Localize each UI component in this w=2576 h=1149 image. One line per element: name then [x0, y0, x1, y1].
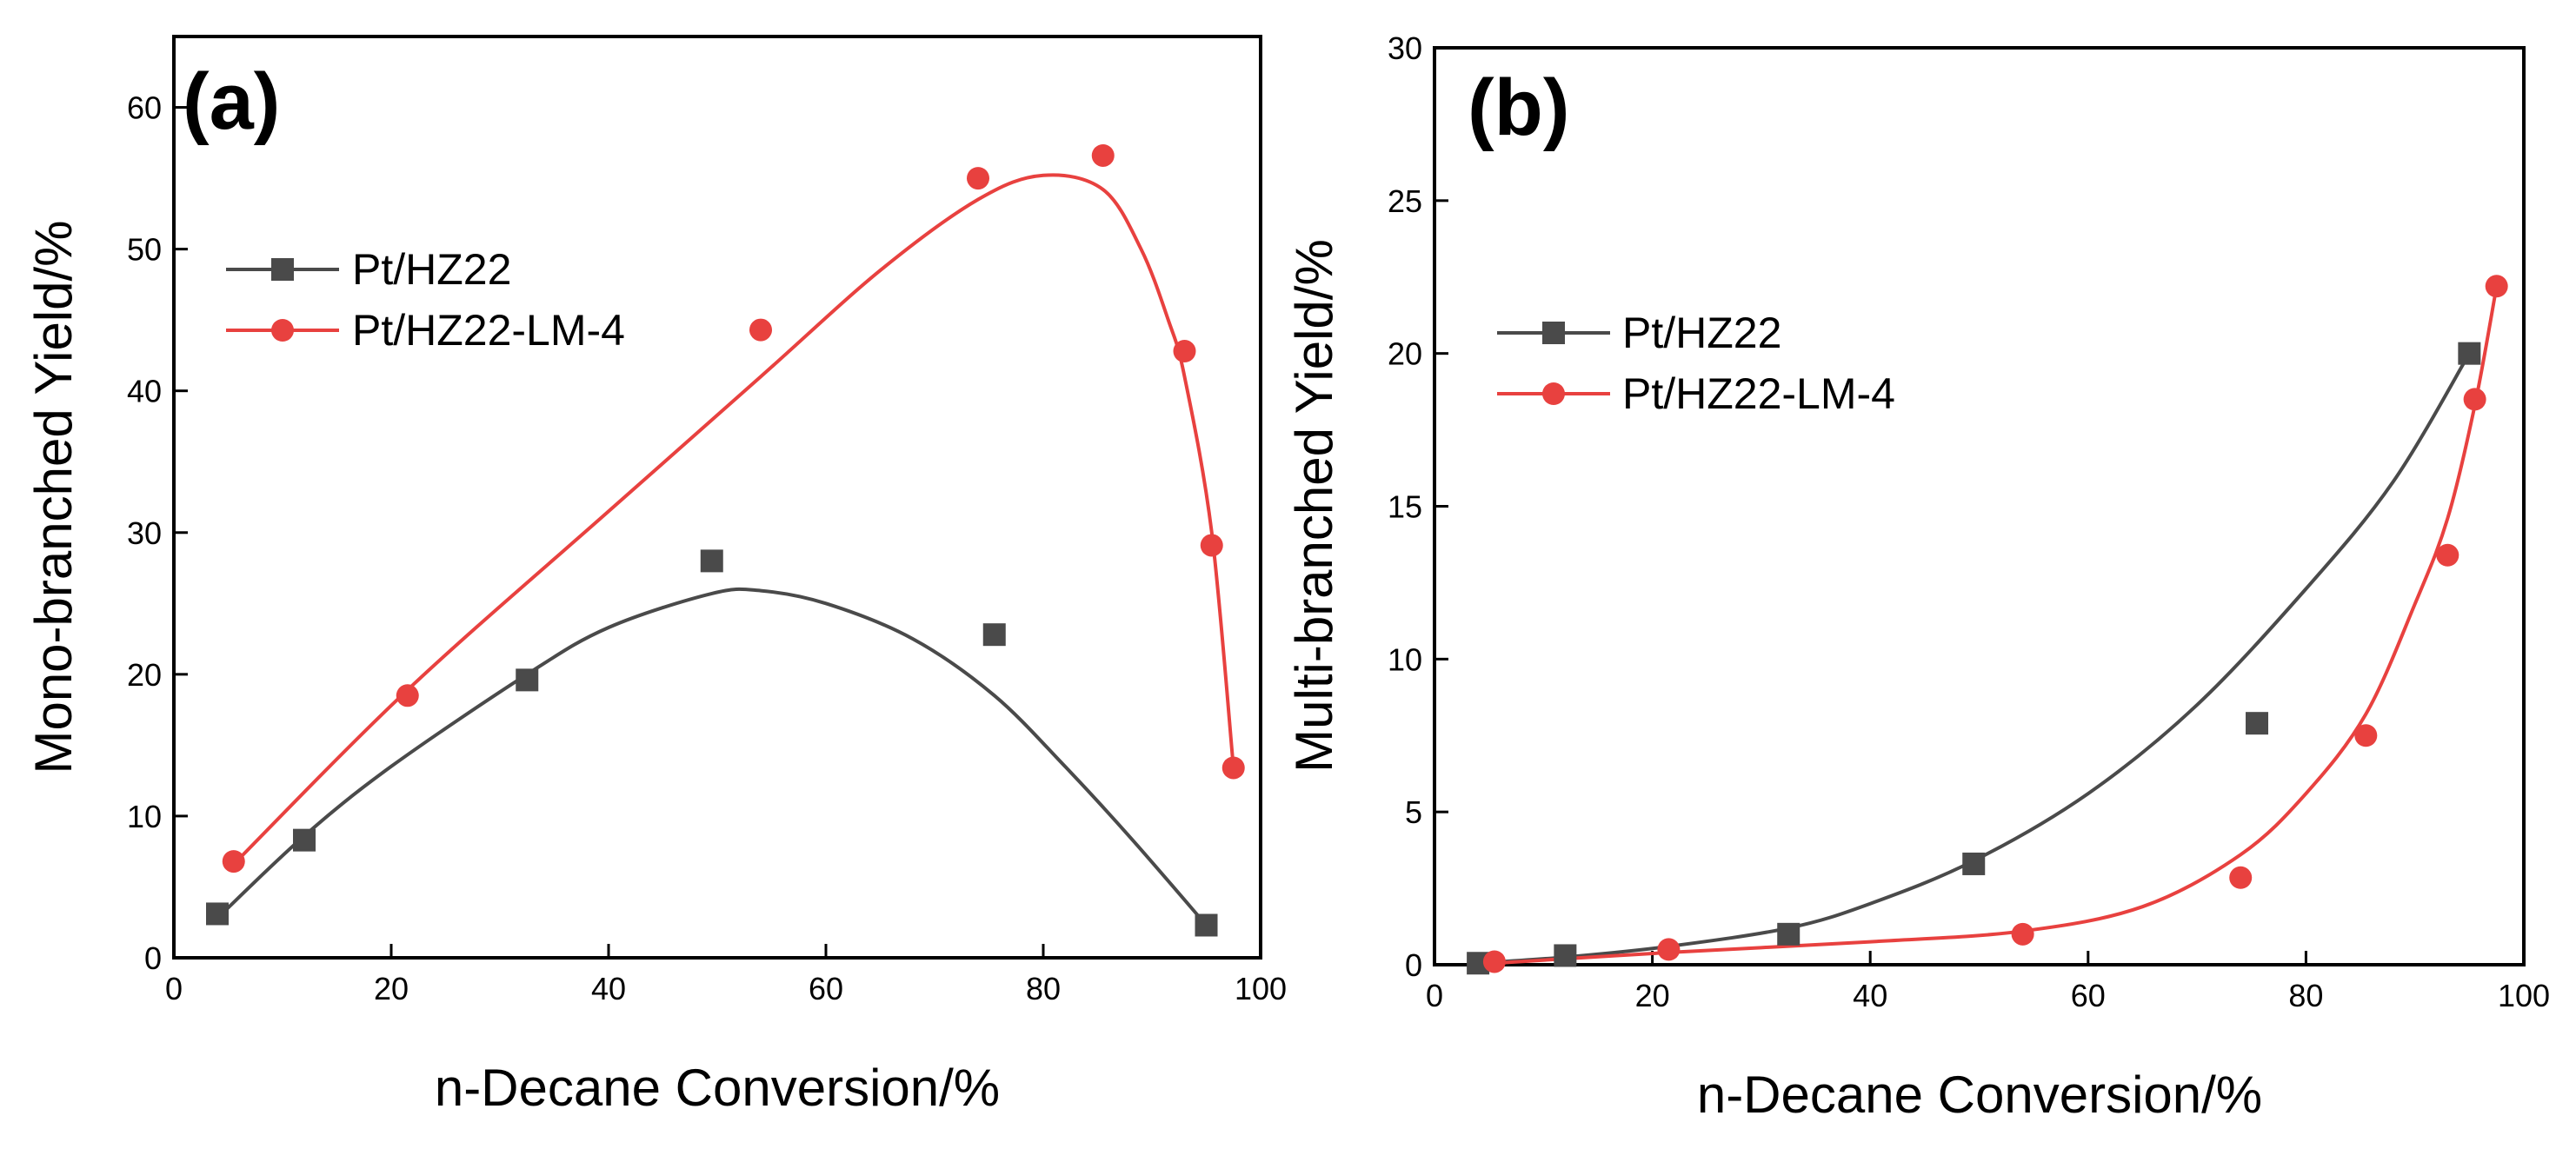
legend-b: Pt/HZ22 Pt/HZ22-LM-4: [1497, 309, 1895, 418]
panel-label-a: (a): [183, 57, 280, 146]
data-point-pt-hz22-b: [1962, 852, 1986, 875]
data-point-pt-hz22-lm-4-b: [2229, 866, 2253, 889]
x-tick-label-a: 80: [1026, 971, 1061, 1006]
legend-label-pt-hz22-lm-4-b: Pt/HZ22-LM-4: [1622, 369, 1895, 418]
y-tick-label-a: 10: [127, 799, 162, 834]
y-axis-label-b: Multi-branched Yield/%: [1285, 239, 1343, 773]
y-tick-label-a: 30: [127, 515, 162, 551]
legend-label-pt-hz22-b: Pt/HZ22: [1622, 309, 1781, 357]
y-tick-label-b: 30: [1388, 30, 1422, 66]
panel-b: 0 20 40 60 80 100 0 5 10 15 20 25 30 (b) n-Decane Co…: [1285, 30, 2550, 1124]
x-tick-label-a: 20: [374, 971, 409, 1006]
data-point-pt-hz22-lm-4-b: [2485, 275, 2508, 298]
data-point-pt-hz22-lm-4-b: [2011, 922, 2034, 946]
x-tick-label-a: 40: [591, 971, 626, 1006]
x-axis-label-b: n-Decane Conversion/%: [1697, 1066, 2262, 1124]
x-tick-label-b: 20: [1635, 978, 1670, 1013]
data-point-pt-hz22-lm-4-a: [1091, 143, 1115, 167]
data-point-pt-hz22-b: [1554, 944, 1577, 967]
data-point-pt-hz22-b: [2246, 712, 2269, 735]
y-tick-label-a: 0: [144, 940, 162, 976]
fit-curve-pt-hz22-a: [216, 587, 1208, 927]
y-tick-label-b: 20: [1388, 336, 1422, 372]
y-tick-label-b: 5: [1405, 794, 1422, 830]
y-tick-label-a: 50: [127, 232, 162, 268]
data-point-pt-hz22-a: [206, 902, 229, 926]
plot-frame-b: [1433, 46, 2526, 966]
legend-marker-square-a: [271, 258, 294, 281]
legend-marker-circle-a: [271, 319, 294, 342]
x-tick-label-b: 100: [2498, 978, 2550, 1013]
panel-label-b: (b): [1468, 63, 1569, 152]
data-point-pt-hz22-b: [1777, 922, 1801, 946]
legend-a: Pt/HZ22 Pt/HZ22-LM-4: [226, 245, 625, 355]
y-tick-label-a: 60: [127, 90, 162, 126]
data-point-pt-hz22-a: [1195, 913, 1218, 937]
data-points-a: [206, 143, 1245, 937]
legend-label-pt-hz22-lm-4-a: Pt/HZ22-LM-4: [352, 306, 625, 355]
data-point-pt-hz22-a: [982, 623, 1006, 647]
data-point-pt-hz22-lm-4-b: [1482, 950, 1506, 973]
data-point-pt-hz22-lm-4-b: [1657, 938, 1681, 961]
x-axis-label-a: n-Decane Conversion/%: [435, 1059, 1000, 1117]
y-tick-label-b: 10: [1388, 641, 1422, 677]
y-tick-label-b: 0: [1405, 947, 1422, 983]
data-point-pt-hz22-a: [516, 668, 539, 692]
data-point-pt-hz22-a: [293, 828, 316, 852]
y-tick-label-b: 15: [1388, 489, 1422, 525]
x-tick-label-a: 60: [809, 971, 843, 1006]
data-point-pt-hz22-lm-4-b: [2463, 388, 2486, 411]
y-tick-label-a: 20: [127, 657, 162, 693]
fit-curves-b: [1477, 285, 2499, 966]
y-tick-label-a: 40: [127, 374, 162, 409]
fit-curve-pt-hz22-b: [1477, 352, 2472, 966]
x-tick-label-b: 40: [1853, 978, 1887, 1013]
data-point-pt-hz22-lm-4-a: [1173, 340, 1196, 363]
data-point-pt-hz22-lm-4-a: [1221, 756, 1245, 780]
fit-curves-a: [216, 173, 1235, 927]
legend-marker-circle-b: [1542, 382, 1565, 405]
x-tick-label-a: 0: [165, 971, 183, 1006]
legend-marker-square-b: [1542, 322, 1565, 344]
data-point-pt-hz22-lm-4-a: [967, 167, 989, 190]
data-point-pt-hz22-lm-4-a: [222, 850, 245, 873]
x-tick-label-a: 100: [1235, 971, 1287, 1006]
y-axis-label-a: Mono-branched Yield/%: [24, 220, 83, 774]
panel-a: 0 20 40 60 80 100 0 10 20 30 40 50 60 (a) n-Decane C…: [24, 35, 1287, 1117]
x-tick-label-b: 80: [2288, 978, 2323, 1013]
legend-label-pt-hz22-a: Pt/HZ22: [352, 245, 511, 294]
x-tick-label-b: 60: [2071, 978, 2106, 1013]
x-tick-label-b: 0: [1426, 978, 1443, 1013]
data-point-pt-hz22-lm-4-b: [2354, 724, 2378, 747]
fit-curve-pt-hz22-lm-4-a: [232, 173, 1235, 866]
data-point-pt-hz22-lm-4-a: [749, 318, 772, 342]
data-point-pt-hz22-lm-4-b: [2436, 543, 2460, 567]
plot-frame-a: [172, 35, 1262, 960]
y-tick-label-b: 25: [1388, 183, 1422, 219]
data-point-pt-hz22-lm-4-a: [1200, 534, 1223, 557]
fit-curve-pt-hz22-lm-4-b: [1494, 285, 2499, 966]
ticks-a: 0 20 40 60 80 100 0 10 20 30 40 50 60: [127, 90, 1287, 1006]
data-point-pt-hz22-b: [2458, 342, 2481, 365]
ticks-b: 0 20 40 60 80 100 0 5 10 15 20 25 30: [1388, 30, 2550, 1013]
data-points-b: [1467, 275, 2508, 975]
data-point-pt-hz22-a: [700, 549, 723, 573]
data-point-pt-hz22-lm-4-a: [396, 684, 419, 707]
